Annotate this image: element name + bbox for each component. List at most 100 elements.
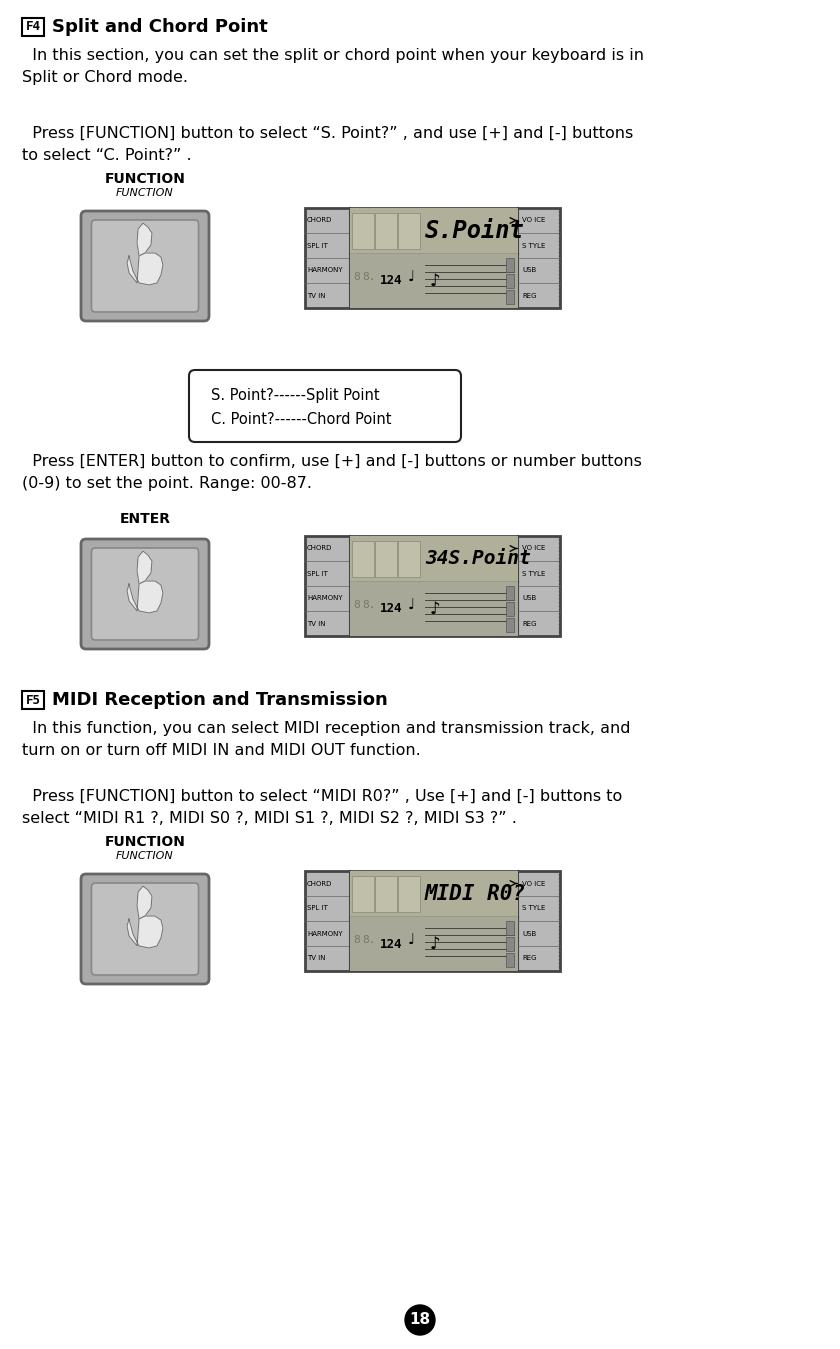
Text: MIDI R0?: MIDI R0? bbox=[425, 884, 526, 904]
FancyBboxPatch shape bbox=[375, 541, 397, 577]
Text: ♩: ♩ bbox=[408, 270, 415, 285]
Text: TV IN: TV IN bbox=[307, 293, 326, 298]
FancyBboxPatch shape bbox=[506, 290, 514, 304]
Text: Press [FUNCTION] button to select “MIDI R0?” , Use [+] and [-] buttons to
select: Press [FUNCTION] button to select “MIDI … bbox=[22, 789, 622, 826]
Text: S.Point: S.Point bbox=[425, 219, 525, 243]
Text: F5: F5 bbox=[25, 693, 40, 707]
FancyBboxPatch shape bbox=[375, 876, 397, 912]
Text: TV IN: TV IN bbox=[307, 955, 326, 962]
Polygon shape bbox=[137, 223, 152, 256]
FancyBboxPatch shape bbox=[81, 540, 209, 649]
Text: 8.: 8. bbox=[362, 935, 375, 946]
Text: USB: USB bbox=[522, 595, 536, 602]
Text: MIDI Reception and Transmission: MIDI Reception and Transmission bbox=[52, 691, 388, 710]
Text: FUNCTION: FUNCTION bbox=[116, 851, 174, 861]
FancyBboxPatch shape bbox=[350, 581, 518, 635]
FancyBboxPatch shape bbox=[506, 618, 514, 631]
Circle shape bbox=[405, 1304, 435, 1336]
Text: 8: 8 bbox=[353, 935, 360, 946]
FancyBboxPatch shape bbox=[506, 602, 514, 616]
FancyBboxPatch shape bbox=[375, 213, 397, 250]
FancyBboxPatch shape bbox=[92, 220, 198, 312]
Text: 124: 124 bbox=[380, 603, 402, 615]
Text: VO ICE: VO ICE bbox=[522, 545, 545, 552]
Text: 8.: 8. bbox=[362, 272, 375, 282]
Text: Press [FUNCTION] button to select “S. Point?” , and use [+] and [-] buttons
to s: Press [FUNCTION] button to select “S. Po… bbox=[22, 125, 633, 163]
Text: 124: 124 bbox=[380, 274, 402, 287]
Text: USB: USB bbox=[522, 267, 536, 274]
FancyBboxPatch shape bbox=[506, 938, 514, 951]
FancyBboxPatch shape bbox=[506, 921, 514, 935]
FancyBboxPatch shape bbox=[506, 952, 514, 967]
Text: VO ICE: VO ICE bbox=[522, 881, 545, 886]
Text: ♪: ♪ bbox=[430, 935, 441, 952]
FancyBboxPatch shape bbox=[506, 258, 514, 272]
Text: HARMONY: HARMONY bbox=[307, 931, 343, 936]
Text: Split and Chord Point: Split and Chord Point bbox=[52, 18, 268, 36]
Polygon shape bbox=[137, 550, 152, 584]
FancyBboxPatch shape bbox=[350, 536, 518, 581]
FancyBboxPatch shape bbox=[92, 884, 198, 975]
Polygon shape bbox=[127, 254, 163, 285]
FancyBboxPatch shape bbox=[352, 213, 374, 250]
FancyBboxPatch shape bbox=[352, 541, 374, 577]
Text: ♩: ♩ bbox=[408, 598, 415, 612]
Text: CHORD: CHORD bbox=[307, 881, 333, 886]
FancyBboxPatch shape bbox=[22, 18, 44, 36]
Text: CHORD: CHORD bbox=[307, 217, 333, 224]
Text: 34S.Point: 34S.Point bbox=[425, 549, 531, 568]
FancyBboxPatch shape bbox=[352, 876, 374, 912]
Polygon shape bbox=[127, 581, 163, 612]
FancyBboxPatch shape bbox=[92, 548, 198, 639]
Text: FUNCTION: FUNCTION bbox=[104, 835, 186, 849]
Text: CHORD: CHORD bbox=[307, 545, 333, 552]
FancyBboxPatch shape bbox=[22, 691, 44, 710]
Text: ♪: ♪ bbox=[430, 272, 441, 290]
Polygon shape bbox=[137, 886, 152, 919]
FancyBboxPatch shape bbox=[506, 274, 514, 287]
FancyBboxPatch shape bbox=[350, 917, 518, 971]
FancyBboxPatch shape bbox=[305, 871, 560, 971]
Text: FUNCTION: FUNCTION bbox=[116, 188, 174, 198]
Text: S TYLE: S TYLE bbox=[522, 243, 545, 248]
Text: F4: F4 bbox=[25, 20, 40, 34]
Text: 8: 8 bbox=[353, 600, 360, 610]
FancyBboxPatch shape bbox=[350, 208, 518, 254]
FancyBboxPatch shape bbox=[305, 536, 560, 635]
FancyBboxPatch shape bbox=[506, 585, 514, 600]
Text: HARMONY: HARMONY bbox=[307, 267, 343, 274]
Text: 8.: 8. bbox=[362, 600, 375, 610]
Text: TV IN: TV IN bbox=[307, 621, 326, 626]
Text: REG: REG bbox=[522, 621, 537, 626]
Text: SPL IT: SPL IT bbox=[307, 571, 328, 576]
Text: 8: 8 bbox=[353, 272, 360, 282]
Text: FUNCTION: FUNCTION bbox=[104, 173, 186, 186]
Polygon shape bbox=[127, 916, 163, 948]
Text: 18: 18 bbox=[409, 1313, 431, 1327]
FancyBboxPatch shape bbox=[398, 541, 420, 577]
Text: ENTER: ENTER bbox=[119, 513, 171, 526]
Text: VO ICE: VO ICE bbox=[522, 217, 545, 224]
Text: SPL IT: SPL IT bbox=[307, 243, 328, 248]
FancyBboxPatch shape bbox=[398, 876, 420, 912]
Text: 124: 124 bbox=[380, 938, 402, 951]
FancyBboxPatch shape bbox=[350, 871, 518, 917]
FancyBboxPatch shape bbox=[305, 208, 560, 308]
Text: REG: REG bbox=[522, 955, 537, 962]
Text: USB: USB bbox=[522, 931, 536, 936]
Text: ♩: ♩ bbox=[408, 932, 415, 947]
FancyBboxPatch shape bbox=[189, 370, 461, 442]
Text: In this section, you can set the split or chord point when your keyboard is in
S: In this section, you can set the split o… bbox=[22, 49, 644, 85]
Text: ♪: ♪ bbox=[430, 600, 441, 618]
Text: In this function, you can select MIDI reception and transmission track, and
turn: In this function, you can select MIDI re… bbox=[22, 720, 631, 758]
Text: S TYLE: S TYLE bbox=[522, 905, 545, 912]
Text: S TYLE: S TYLE bbox=[522, 571, 545, 576]
Text: Press [ENTER] button to confirm, use [+] and [-] buttons or number buttons
(0-9): Press [ENTER] button to confirm, use [+]… bbox=[22, 455, 642, 491]
Text: SPL IT: SPL IT bbox=[307, 905, 328, 912]
FancyBboxPatch shape bbox=[81, 874, 209, 983]
Text: S. Point?------Split Point: S. Point?------Split Point bbox=[211, 389, 380, 403]
Text: REG: REG bbox=[522, 293, 537, 298]
FancyBboxPatch shape bbox=[350, 254, 518, 308]
Text: C. Point?------Chord Point: C. Point?------Chord Point bbox=[211, 411, 391, 428]
FancyBboxPatch shape bbox=[81, 210, 209, 321]
